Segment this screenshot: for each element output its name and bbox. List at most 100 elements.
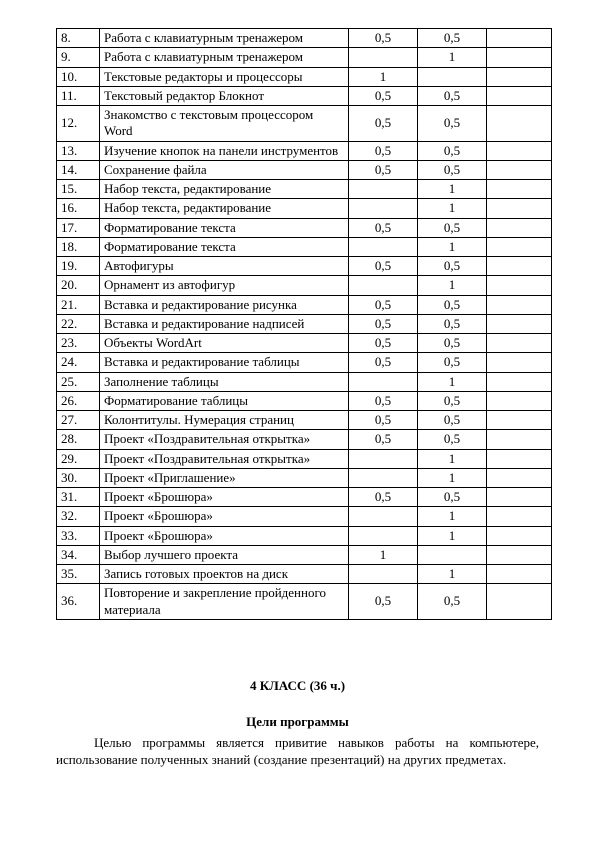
row-hours-b: 0,5 — [418, 391, 487, 410]
row-number: 36. — [57, 584, 100, 620]
table-row: 22.Вставка и редактирование надписей0,50… — [57, 314, 552, 333]
row-topic: Проект «Брошюра» — [100, 526, 349, 545]
row-number: 9. — [57, 48, 100, 67]
row-empty — [487, 257, 552, 276]
row-hours-b: 0,5 — [418, 29, 487, 48]
row-number: 8. — [57, 29, 100, 48]
row-hours-b — [418, 545, 487, 564]
row-hours-b: 1 — [418, 372, 487, 391]
row-topic: Вставка и редактирование таблицы — [100, 353, 349, 372]
table-row: 32.Проект «Брошюра»1 — [57, 507, 552, 526]
table-row: 8.Работа с клавиатурным тренажером0,50,5 — [57, 29, 552, 48]
row-hours-b: 0,5 — [418, 584, 487, 620]
row-empty — [487, 526, 552, 545]
table-row: 27.Колонтитулы. Нумерация страниц0,50,5 — [57, 411, 552, 430]
row-hours-a — [349, 372, 418, 391]
row-number: 23. — [57, 334, 100, 353]
row-empty — [487, 160, 552, 179]
row-number: 14. — [57, 160, 100, 179]
row-hours-a: 0,5 — [349, 314, 418, 333]
row-empty — [487, 545, 552, 564]
row-number: 28. — [57, 430, 100, 449]
row-number: 35. — [57, 565, 100, 584]
row-number: 27. — [57, 411, 100, 430]
row-hours-b: 0,5 — [418, 353, 487, 372]
row-empty — [487, 411, 552, 430]
row-hours-b: 0,5 — [418, 295, 487, 314]
table-row: 20.Орнамент из автофигур1 — [57, 276, 552, 295]
row-topic: Орнамент из автофигур — [100, 276, 349, 295]
table-row: 28.Проект «Поздравительная открытка»0,50… — [57, 430, 552, 449]
row-number: 12. — [57, 106, 100, 142]
row-empty — [487, 67, 552, 86]
table-row: 15.Набор текста, редактирование1 — [57, 180, 552, 199]
row-hours-a: 0,5 — [349, 584, 418, 620]
row-topic: Объекты WordArt — [100, 334, 349, 353]
table-row: 18.Форматирование текста1 — [57, 237, 552, 256]
row-hours-b: 1 — [418, 199, 487, 218]
row-hours-a: 0,5 — [349, 86, 418, 105]
row-hours-b: 1 — [418, 237, 487, 256]
table-row: 36.Повторение и закрепление пройденного … — [57, 584, 552, 620]
row-number: 11. — [57, 86, 100, 105]
row-number: 19. — [57, 257, 100, 276]
row-number: 18. — [57, 237, 100, 256]
row-topic: Проект «Поздравительная открытка» — [100, 430, 349, 449]
program-goals-heading: Цели программы — [56, 714, 539, 730]
row-hours-a: 0,5 — [349, 106, 418, 142]
row-hours-b: 1 — [418, 565, 487, 584]
row-number: 13. — [57, 141, 100, 160]
row-hours-b: 1 — [418, 276, 487, 295]
table-row: 13.Изучение кнопок на панели инструменто… — [57, 141, 552, 160]
row-number: 24. — [57, 353, 100, 372]
row-empty — [487, 372, 552, 391]
row-hours-b: 0,5 — [418, 257, 487, 276]
row-hours-a: 0,5 — [349, 488, 418, 507]
table-row: 16.Набор текста, редактирование 1 — [57, 199, 552, 218]
row-hours-a — [349, 199, 418, 218]
row-hours-a: 0,5 — [349, 29, 418, 48]
row-hours-a: 0,5 — [349, 295, 418, 314]
row-empty — [487, 430, 552, 449]
row-topic: Вставка и редактирование надписей — [100, 314, 349, 333]
row-topic: Работа с клавиатурным тренажером — [100, 29, 349, 48]
program-goals-text: Целью программы является привитие навыко… — [56, 735, 539, 768]
row-empty — [487, 488, 552, 507]
row-hours-a — [349, 48, 418, 67]
row-number: 25. — [57, 372, 100, 391]
row-topic: Работа с клавиатурным тренажером — [100, 48, 349, 67]
row-empty — [487, 565, 552, 584]
row-hours-b: 1 — [418, 48, 487, 67]
row-hours-b: 1 — [418, 507, 487, 526]
row-hours-b: 1 — [418, 468, 487, 487]
row-topic: Набор текста, редактирование — [100, 199, 349, 218]
row-empty — [487, 276, 552, 295]
row-hours-b — [418, 67, 487, 86]
row-hours-a: 0,5 — [349, 257, 418, 276]
row-hours-b: 0,5 — [418, 141, 487, 160]
row-empty — [487, 86, 552, 105]
row-hours-b: 0,5 — [418, 488, 487, 507]
table-row: 33.Проект «Брошюра»1 — [57, 526, 552, 545]
row-topic: Колонтитулы. Нумерация страниц — [100, 411, 349, 430]
row-topic: Форматирование таблицы — [100, 391, 349, 410]
row-hours-a — [349, 449, 418, 468]
row-empty — [487, 199, 552, 218]
row-empty — [487, 218, 552, 237]
row-empty — [487, 314, 552, 333]
row-hours-b: 1 — [418, 526, 487, 545]
row-hours-b: 0,5 — [418, 106, 487, 142]
row-hours-a: 0,5 — [349, 141, 418, 160]
row-empty — [487, 334, 552, 353]
row-empty — [487, 507, 552, 526]
row-empty — [487, 353, 552, 372]
row-hours-a: 0,5 — [349, 218, 418, 237]
row-number: 16. — [57, 199, 100, 218]
row-hours-b: 0,5 — [418, 160, 487, 179]
table-row: 35.Запись готовых проектов на диск1 — [57, 565, 552, 584]
row-number: 34. — [57, 545, 100, 564]
table-row: 25.Заполнение таблицы1 — [57, 372, 552, 391]
row-topic: Выбор лучшего проекта — [100, 545, 349, 564]
row-hours-b: 1 — [418, 180, 487, 199]
row-empty — [487, 391, 552, 410]
